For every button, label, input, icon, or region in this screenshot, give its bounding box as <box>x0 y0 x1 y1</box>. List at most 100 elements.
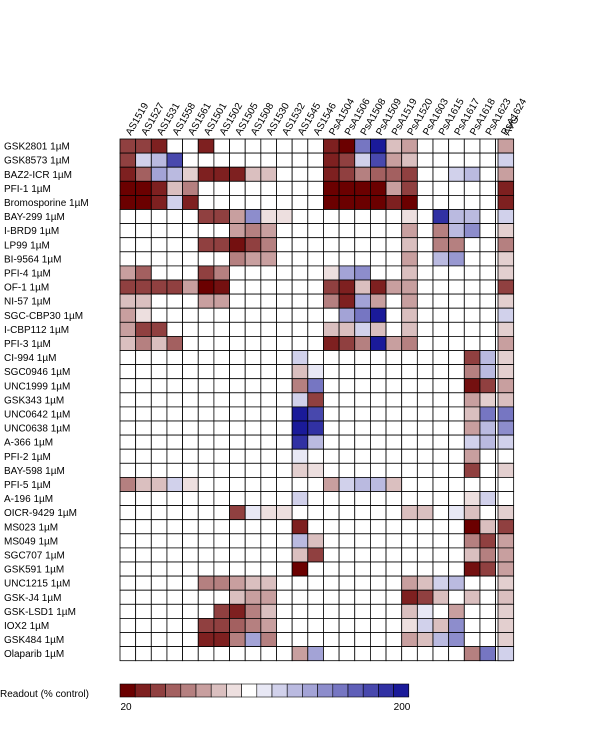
heatmap-cell <box>166 350 183 366</box>
heatmap-cell <box>416 392 434 408</box>
heatmap-cell <box>432 265 450 281</box>
heatmap-cell <box>385 646 403 662</box>
heatmap-cell <box>213 561 230 577</box>
heatmap-cell <box>463 307 481 323</box>
heatmap-cell <box>463 589 481 605</box>
heatmap-cell <box>307 279 324 295</box>
heatmap-cell <box>369 533 387 549</box>
heatmap-cell <box>307 561 324 577</box>
heatmap-cell <box>119 491 137 507</box>
heatmap-cell <box>197 223 215 239</box>
heatmap-cell <box>432 420 450 436</box>
heatmap-cell <box>150 194 168 210</box>
heatmap-cell <box>260 307 277 323</box>
heatmap-cell <box>479 603 497 619</box>
heatmap-cell <box>338 575 356 591</box>
heatmap-cell <box>369 618 387 633</box>
heatmap-cell <box>150 575 168 591</box>
heatmap-cell <box>479 321 497 337</box>
heatmap-cell <box>479 378 497 394</box>
heatmap-cell <box>448 237 465 253</box>
heatmap-cell <box>401 350 418 366</box>
heatmap-cell <box>354 406 371 422</box>
heatmap-cell <box>119 335 137 351</box>
heatmap-cell <box>354 575 371 591</box>
heatmap-cell <box>119 378 137 394</box>
heatmap-cell <box>150 646 168 662</box>
avg-cell <box>497 505 515 521</box>
colorbar-swatch <box>286 683 303 698</box>
heatmap-cell <box>244 519 262 535</box>
heatmap-cell <box>338 237 356 253</box>
heatmap-cell <box>307 434 324 450</box>
avg-cell <box>497 491 515 507</box>
colorbar-swatch <box>302 683 318 698</box>
avg-cell <box>497 632 515 648</box>
heatmap-cell <box>197 519 215 535</box>
heatmap-cell <box>182 575 199 591</box>
heatmap-cell <box>166 194 183 210</box>
heatmap-cell <box>213 350 230 366</box>
heatmap-cell <box>338 561 356 577</box>
heatmap-cell <box>354 223 371 239</box>
heatmap-cell <box>229 152 246 168</box>
heatmap-cell <box>197 434 215 450</box>
heatmap-cell <box>369 561 387 577</box>
heatmap-cell <box>385 180 403 196</box>
heatmap-cell <box>260 547 277 563</box>
heatmap-cell <box>323 632 340 648</box>
heatmap-cell <box>276 251 293 267</box>
heatmap-cell <box>416 646 434 662</box>
heatmap-cell <box>338 152 356 168</box>
heatmap-cell <box>213 279 230 295</box>
heatmap-cell <box>244 321 262 337</box>
heatmap-cell <box>338 476 356 492</box>
heatmap-cell <box>369 350 387 366</box>
heatmap-cell <box>416 618 434 633</box>
heatmap-cell <box>338 462 356 478</box>
heatmap-cell <box>479 307 497 323</box>
colorbar-swatch <box>378 683 394 698</box>
heatmap-cell <box>260 152 277 168</box>
heatmap-cell <box>260 364 277 380</box>
heatmap-cell <box>432 237 450 253</box>
heatmap-cell <box>448 406 465 422</box>
heatmap-cell <box>354 152 371 168</box>
colorbar-swatch <box>195 683 212 698</box>
heatmap-cell <box>338 251 356 267</box>
heatmap-cell <box>119 632 137 648</box>
heatmap-cell <box>291 519 309 535</box>
heatmap-cell <box>166 138 183 154</box>
heatmap-cell <box>197 152 215 168</box>
heatmap-cell <box>479 561 497 577</box>
heatmap-cell <box>150 166 168 182</box>
heatmap-cell <box>276 279 293 295</box>
heatmap-cell <box>244 618 262 633</box>
heatmap-cell <box>197 251 215 267</box>
heatmap-cell <box>479 448 497 464</box>
heatmap-cell <box>479 364 497 380</box>
heatmap-cell <box>166 335 183 351</box>
row-label: Bromosporine 1µM <box>4 198 89 209</box>
heatmap-cell <box>166 519 183 535</box>
heatmap-cell <box>338 138 356 154</box>
heatmap-cell <box>197 335 215 351</box>
heatmap-cell <box>338 603 356 619</box>
heatmap-cell <box>229 519 246 535</box>
heatmap-cell <box>119 293 137 309</box>
heatmap-cell <box>463 420 481 436</box>
heatmap-cell <box>213 632 230 648</box>
heatmap-cell <box>385 364 403 380</box>
colorbar-swatch <box>393 683 410 698</box>
heatmap-cell <box>150 321 168 337</box>
heatmap-cell <box>416 265 434 281</box>
heatmap-cell <box>307 589 324 605</box>
heatmap-cell <box>197 561 215 577</box>
heatmap-cell <box>229 547 246 563</box>
heatmap-cell <box>119 462 137 478</box>
heatmap-cell <box>369 180 387 196</box>
heatmap-cell <box>307 138 324 154</box>
avg-cell <box>497 321 515 337</box>
heatmap-cell <box>244 180 262 196</box>
heatmap-cell <box>276 448 293 464</box>
